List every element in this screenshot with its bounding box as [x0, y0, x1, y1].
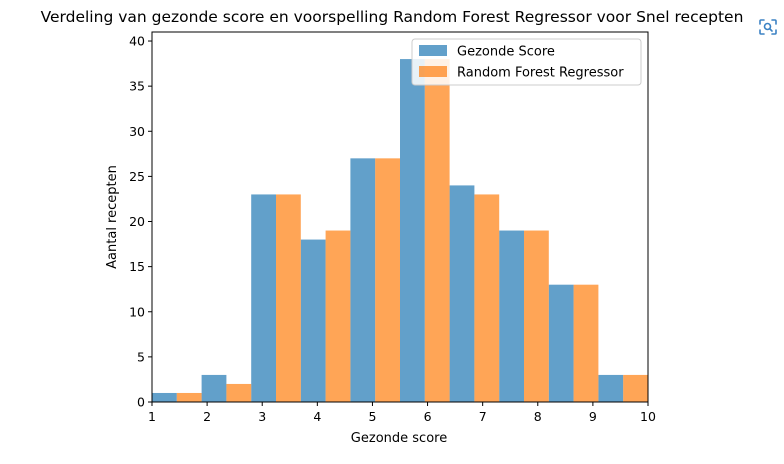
x-tick-label: 8 [534, 409, 542, 424]
legend-swatch [419, 66, 447, 77]
legend-box [411, 38, 642, 86]
legend-swatch [419, 45, 447, 56]
bar-random-forest-6 [474, 194, 500, 402]
y-tick-label: 0 [137, 395, 145, 410]
bar-gezonde-score-1 [201, 374, 227, 402]
axes-frame [151, 31, 649, 403]
bar-gezonde-score-6 [449, 185, 475, 402]
legend-label: Gezonde Score [457, 45, 555, 60]
bar-gezonde-score-5 [400, 59, 425, 402]
bar-gezonde-score-3 [300, 239, 326, 402]
bar-gezonde-score-9 [598, 374, 624, 402]
y-axis-label: Aantal recepten [105, 165, 120, 269]
y-tick-label: 10 [129, 304, 145, 319]
x-tick-label: 3 [258, 409, 266, 424]
x-tick-label: 10 [640, 409, 656, 424]
x-axis-label: Gezonde score [351, 431, 447, 446]
bar-gezonde-score-7 [499, 230, 524, 402]
bars-group [152, 59, 648, 402]
bar-random-forest-9 [623, 374, 648, 402]
x-tick-label: 1 [148, 409, 156, 424]
bar-random-forest-4 [375, 158, 400, 402]
x-tick-label: 9 [589, 409, 597, 424]
bar-random-forest-0 [176, 392, 202, 402]
x-tick-label: 6 [424, 409, 432, 424]
legend-label: Random Forest Regressor [457, 66, 624, 81]
bar-random-forest-5 [424, 59, 450, 402]
bar-gezonde-score-0 [152, 392, 177, 402]
y-tick-label: 15 [129, 259, 145, 274]
bar-gezonde-score-8 [548, 284, 574, 402]
y-axis-ticks: 0 5 10 15 20 25 30 35 40 [129, 34, 152, 410]
bar-gezonde-score-4 [350, 158, 376, 402]
x-tick-label: 7 [479, 409, 487, 424]
bar-random-forest-2 [276, 194, 301, 402]
y-tick-label: 20 [129, 214, 145, 229]
chart-title: Verdeling van gezonde score en voorspell… [40, 8, 744, 26]
x-tick-label: 5 [368, 409, 376, 424]
y-tick-label: 35 [129, 79, 145, 94]
bar-random-forest-7 [524, 230, 549, 402]
x-axis-ticks: 1 2 3 4 5 6 7 8 9 10 [148, 402, 656, 424]
x-tick-label: 4 [313, 409, 321, 424]
y-tick-label: 5 [137, 349, 145, 364]
plot-border [151, 31, 649, 403]
y-tick-label: 25 [129, 169, 145, 184]
x-tick-label: 2 [203, 409, 211, 424]
bar-gezonde-score-2 [251, 194, 276, 402]
bar-random-forest-1 [226, 383, 252, 402]
y-tick-label: 40 [129, 34, 145, 49]
legend: Gezonde Score Random Forest Regressor [411, 38, 642, 86]
bar-random-forest-8 [573, 284, 599, 402]
screenshot-scan-icon[interactable] [752, 12, 784, 42]
bar-random-forest-3 [325, 230, 351, 402]
y-tick-label: 30 [129, 124, 145, 139]
